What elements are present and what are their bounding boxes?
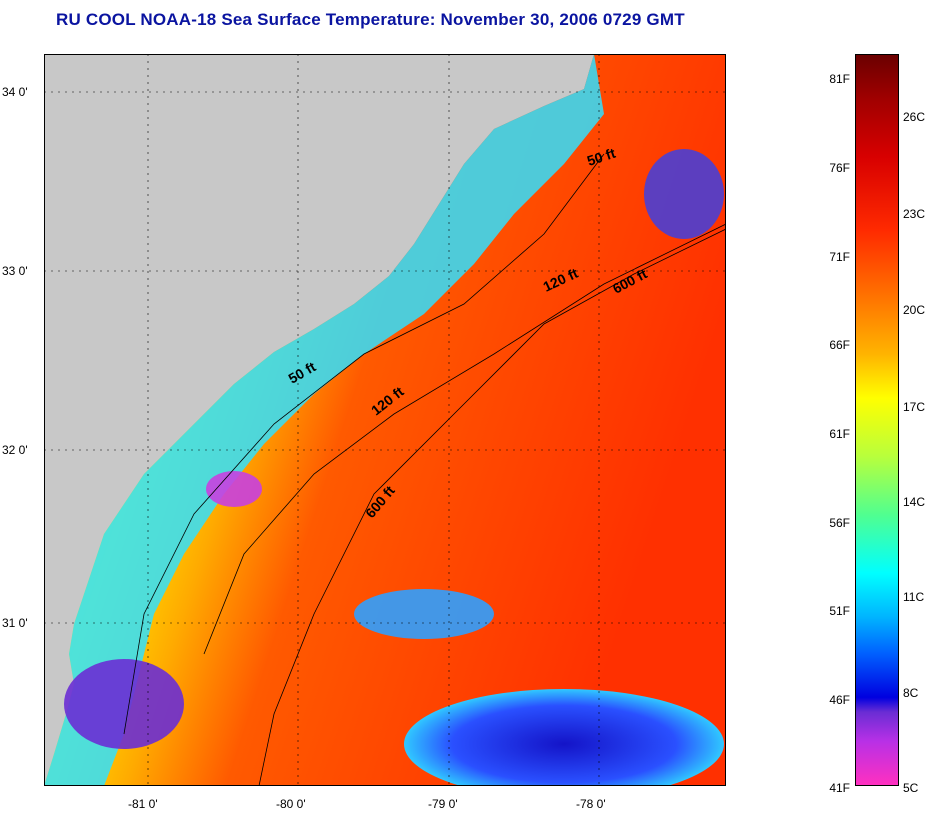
colorbar-c-14: 14C — [903, 495, 926, 509]
lon-label-80: -80 0' — [276, 797, 306, 811]
colorbar-c-20: 20C — [903, 303, 926, 317]
sst-map: 50 ft 120 ft 600 ft 50 ft 120 ft 600 ft — [44, 54, 726, 786]
lon-label-79: -79 0' — [428, 797, 458, 811]
cold-patch-south — [404, 689, 724, 786]
colorbar-f-56: 56F — [829, 516, 850, 530]
cold-patch-mid — [354, 589, 494, 639]
colorbar-c-26: 26C — [903, 110, 926, 124]
map-frame — [44, 54, 726, 786]
contour-120ft — [203, 223, 726, 655]
colorbar-f-61: 61F — [829, 427, 850, 441]
colorbar-f-66: 66F — [829, 338, 850, 352]
grid-lines — [44, 54, 726, 786]
color-bar — [855, 54, 899, 786]
chart-title: RU COOL NOAA-18 Sea Surface Temperature:… — [56, 10, 685, 29]
lat-label-31: 31 0' — [2, 616, 28, 630]
cold-patch-northeast — [644, 149, 724, 239]
colorbar-f-76: 76F — [829, 161, 850, 175]
colorbar-f-71: 71F — [829, 250, 850, 264]
land-area — [44, 54, 594, 786]
colorbar-c-23: 23C — [903, 207, 926, 221]
cold-patch-small — [206, 471, 262, 507]
lat-label-32: 32 0' — [2, 443, 28, 457]
colorbar-f-46: 46F — [829, 693, 850, 707]
lon-label-81: -81 0' — [128, 797, 158, 811]
colorbar-c-17: 17C — [903, 400, 926, 414]
contour-600ft — [258, 228, 726, 786]
colorbar-f-81: 81F — [829, 72, 850, 86]
lat-label-33: 33 0' — [2, 264, 28, 278]
colorbar-c-8: 8C — [903, 686, 919, 700]
colorbar-c-5: 5C — [903, 781, 919, 795]
colorbar-c-11: 11C — [903, 590, 925, 604]
cold-patch-southwest — [64, 659, 184, 749]
colorbar-f-51: 51F — [829, 604, 850, 618]
lon-label-78: -78 0' — [576, 797, 606, 811]
colorbar-f-41: 41F — [829, 781, 850, 795]
contour-50ft — [123, 153, 605, 735]
coastal-cool-band — [44, 54, 604, 786]
lat-label-34: 34 0' — [2, 85, 28, 99]
